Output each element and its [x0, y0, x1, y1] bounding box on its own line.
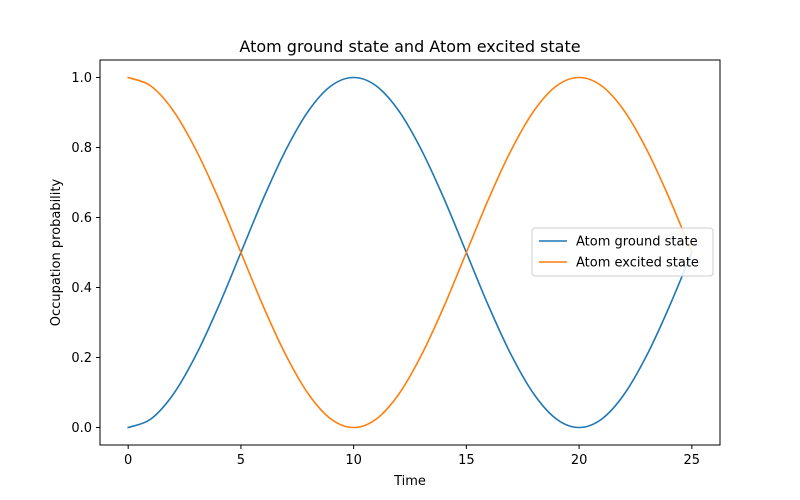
x-tick-label: 5: [237, 453, 245, 468]
series-layer: [127, 76, 693, 429]
y-axis-label: Occupation probability: [49, 179, 64, 327]
x-axis-label: Time: [393, 474, 426, 489]
series-line-0: [127, 76, 693, 429]
y-axis-ticks: 0.0 0.2 0.4 0.6 0.8 1.0: [71, 71, 100, 436]
x-tick-label: 25: [684, 453, 701, 468]
series-line-1: [127, 76, 693, 429]
x-tick-label: 20: [571, 453, 588, 468]
x-tick-label: 15: [458, 453, 475, 468]
plot-area: 0 5 10 15 20 25 0.0 0.2 0.4 0.6 0.8 1.0: [71, 59, 721, 468]
x-axis-ticks: 0 5 10 15 20 25: [124, 445, 700, 468]
y-tick-label: 0.4: [71, 281, 92, 296]
axes-frame: [99, 59, 721, 446]
legend: Atom ground state Atom excited state: [531, 227, 714, 277]
legend-label-0: Atom ground state: [576, 235, 698, 250]
legend-box: [531, 227, 714, 277]
y-tick-label: 0.8: [71, 141, 92, 156]
y-tick-label: 0.6: [71, 211, 92, 226]
chart-title: Atom ground state and Atom excited state: [239, 37, 580, 56]
x-tick-label: 10: [345, 453, 362, 468]
y-tick-label: 0.0: [71, 421, 92, 436]
y-tick-label: 1.0: [71, 71, 92, 86]
y-tick-label: 0.2: [71, 351, 92, 366]
x-tick-label: 0: [124, 453, 132, 468]
legend-label-1: Atom excited state: [576, 256, 699, 271]
